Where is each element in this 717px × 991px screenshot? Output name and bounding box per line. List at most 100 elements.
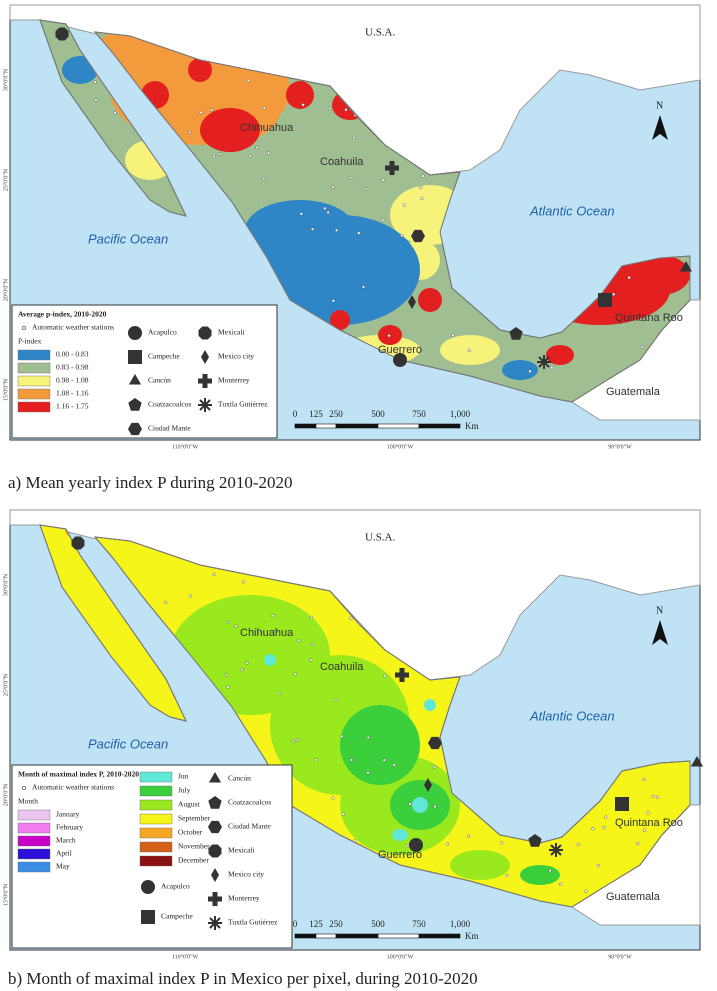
legend-label: Automatic weather stations xyxy=(32,323,114,332)
scale-label: 0 xyxy=(293,919,298,929)
city-symbol xyxy=(411,229,425,243)
station xyxy=(361,285,366,289)
station xyxy=(419,186,423,190)
longitude-label: 90°0'0"W xyxy=(608,953,632,960)
station xyxy=(349,175,353,180)
station xyxy=(341,812,345,816)
legend-label: Tuxtla Gutiérrez xyxy=(228,918,278,927)
station xyxy=(248,154,252,158)
station xyxy=(267,151,271,155)
station xyxy=(611,292,616,296)
station xyxy=(212,572,216,576)
zone xyxy=(630,255,690,295)
north-label: N xyxy=(656,605,663,616)
longitude-label: 100°0'0"W xyxy=(387,443,414,450)
scale-segment xyxy=(335,933,379,939)
station xyxy=(297,639,301,643)
state-label: Guerrero xyxy=(378,849,422,861)
station xyxy=(291,739,295,744)
station xyxy=(349,758,354,762)
legend-label: 0.98 - 1.08 xyxy=(56,376,89,385)
longitude-label: 110°0'0"W xyxy=(172,953,199,960)
station xyxy=(247,78,251,83)
city-symbol xyxy=(141,910,155,924)
station xyxy=(651,794,655,799)
legend-label: Mexico city xyxy=(228,870,264,879)
city-symbol xyxy=(690,756,704,767)
city-symbol xyxy=(537,355,551,369)
scale-label: 500 xyxy=(371,919,385,929)
station xyxy=(344,108,348,112)
scale-segment xyxy=(335,423,379,429)
state-label: Chihuahua xyxy=(240,627,294,639)
city-symbol xyxy=(424,778,432,792)
legend-label: Jun xyxy=(178,772,189,781)
station xyxy=(548,868,552,873)
city-symbol xyxy=(598,293,612,307)
station xyxy=(406,844,410,848)
legend-label: Ciudad Mante xyxy=(228,822,271,831)
station xyxy=(528,369,532,373)
city-symbol xyxy=(395,668,409,682)
legend-title: Average p-index, 2010-2020 xyxy=(18,310,107,319)
scale-segment xyxy=(315,933,337,939)
station xyxy=(627,276,631,280)
station xyxy=(93,80,97,84)
legend-label: Campeche xyxy=(148,352,180,361)
city-symbol xyxy=(528,834,542,847)
station xyxy=(381,218,385,222)
scale-segment xyxy=(315,423,337,429)
city-symbol xyxy=(198,374,212,388)
scale-label: 250 xyxy=(329,409,343,419)
city-symbol xyxy=(128,326,142,340)
legend-swatch xyxy=(139,785,173,797)
station xyxy=(225,620,230,625)
scale-label: 0 xyxy=(293,409,298,419)
station xyxy=(357,231,361,235)
legend-swatch xyxy=(17,401,51,413)
station xyxy=(381,178,385,182)
station xyxy=(364,187,369,191)
latitude-label: 30°0'0"N xyxy=(2,573,9,596)
city-symbol xyxy=(208,820,222,834)
station xyxy=(309,658,313,662)
station xyxy=(340,734,344,738)
legend-label: February xyxy=(56,823,83,832)
legend-label: January xyxy=(56,810,80,819)
legend-label: Monterrey xyxy=(218,376,250,385)
station xyxy=(301,103,305,107)
zone xyxy=(286,81,314,109)
station xyxy=(212,154,216,159)
caption: b) Month of maximal index P in Mexico pe… xyxy=(8,969,478,988)
scale-segment xyxy=(377,933,420,939)
station xyxy=(445,842,450,846)
city-symbol xyxy=(679,261,693,272)
legend-swatch xyxy=(17,861,51,873)
city-symbol xyxy=(208,772,222,783)
zone xyxy=(392,829,408,841)
city-symbol xyxy=(549,843,563,857)
city-symbol xyxy=(211,868,219,882)
legend-label: September xyxy=(178,814,211,823)
ocean-label: Atlantic Ocean xyxy=(529,203,615,218)
station xyxy=(326,210,330,215)
zone xyxy=(450,850,510,880)
station xyxy=(576,843,580,847)
station xyxy=(299,212,303,216)
city-symbol xyxy=(128,350,142,364)
station xyxy=(366,735,370,740)
city-symbol xyxy=(128,374,142,385)
station xyxy=(433,804,437,809)
station xyxy=(113,111,117,115)
city-symbol xyxy=(198,326,212,340)
legend-box xyxy=(11,304,278,439)
station xyxy=(255,145,259,150)
legend-swatch xyxy=(17,349,51,361)
state-label: Quintana Roo xyxy=(615,312,683,324)
station xyxy=(640,345,645,349)
latitude-label: 20°0'0"N xyxy=(2,783,9,806)
legend-title: Month of maximal index P, 2010-2020 xyxy=(18,770,139,779)
station xyxy=(328,106,332,110)
station xyxy=(550,366,554,370)
